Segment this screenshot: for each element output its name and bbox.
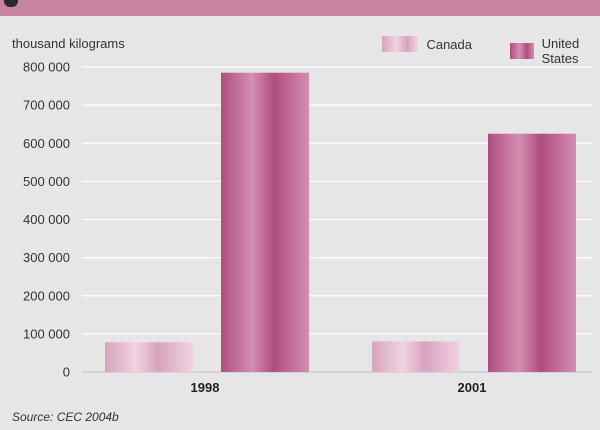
x-category-label: 2001 — [458, 380, 487, 395]
y-tick-label: 700 000 — [23, 98, 70, 113]
legend-label-canada: Canada — [426, 36, 472, 52]
y-tick-label: 400 000 — [23, 212, 70, 227]
source-note: Source: CEC 2004b — [12, 410, 119, 424]
legend-swatch-canada — [382, 36, 419, 52]
bar-canada-2001 — [372, 341, 460, 372]
legend-item-united-states: United States — [510, 36, 592, 66]
legend-item-canada: Canada — [382, 36, 472, 52]
title-band — [0, 0, 600, 16]
x-category-label: 1998 — [191, 380, 220, 395]
legend-label-united-states: United States — [541, 36, 580, 66]
bar-united-states-2001 — [488, 133, 576, 372]
y-tick-label: 100 000 — [23, 326, 70, 341]
y-axis-unit-label: thousand kilograms — [12, 36, 125, 51]
bar-canada-1998 — [105, 342, 193, 372]
y-tick-label: 600 000 — [23, 136, 70, 151]
bar-united-states-1998 — [221, 72, 309, 372]
title-fragment — [4, 0, 18, 7]
y-tick-label: 0 — [63, 365, 70, 380]
y-tick-label: 800 000 — [23, 60, 70, 75]
y-tick-label: 500 000 — [23, 174, 70, 189]
legend-swatch-united-states — [510, 43, 534, 59]
y-tick-label: 300 000 — [23, 250, 70, 265]
y-tick-label: 200 000 — [23, 288, 70, 303]
